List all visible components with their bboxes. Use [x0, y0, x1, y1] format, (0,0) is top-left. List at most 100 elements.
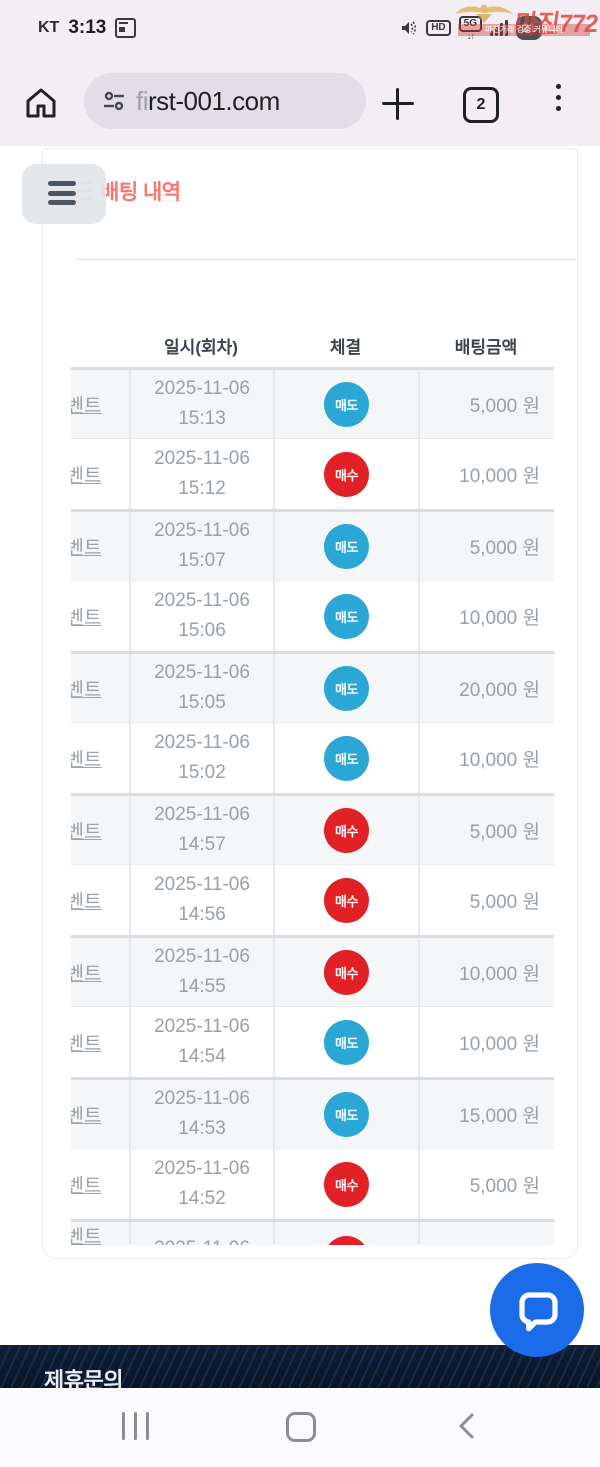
status-bar: KT 3:13 HD 5G ↓↑ 21	[0, 0, 600, 56]
datetime-cell: 2025-11-06 14:57	[154, 804, 250, 855]
new-tab-button[interactable]	[380, 86, 416, 122]
status-right: HD 5G ↓↑ 21	[400, 0, 542, 56]
side-badge: 매도	[324, 735, 369, 781]
url-text[interactable]: first-001.com	[136, 85, 280, 116]
carrier-label: KT	[38, 19, 60, 36]
side-badge: 매수	[324, 877, 369, 923]
datetime-cell: 2025-11-06 15:06	[154, 590, 250, 641]
datetime-cell: 2025-11-06 14:53	[154, 1088, 250, 1139]
side-badge: 매도	[324, 593, 369, 639]
home-icon[interactable]	[24, 87, 58, 119]
header-fill: 체결	[329, 337, 362, 357]
mute-icon	[402, 21, 417, 35]
browser-menu-button[interactable]	[556, 84, 561, 117]
5g-icon: 5G ↓↑	[458, 15, 482, 41]
event-label: 이벤트	[71, 821, 102, 843]
side-badge: 매수	[324, 451, 369, 497]
home-nav-button[interactable]	[286, 1412, 316, 1442]
hamburger-menu-button[interactable]	[22, 164, 106, 224]
event-label: 이벤트	[71, 395, 102, 417]
amount-cell: 10,000 원	[459, 607, 540, 629]
address-bar[interactable]: first-001.com	[84, 73, 366, 129]
amount-cell: 5,000 원	[469, 1175, 540, 1197]
signal-icon	[490, 20, 508, 36]
header-datetime: 일시(회차)	[164, 337, 238, 357]
side-badge: 매수	[324, 949, 369, 995]
chat-fab-button[interactable]	[490, 1263, 584, 1357]
side-badge: 매도	[324, 665, 369, 711]
divider	[76, 259, 576, 260]
event-label: 이벤트	[71, 465, 102, 487]
datetime-cell: 2025-11-06 14:56	[154, 874, 250, 925]
page-title: 배팅 내역	[100, 181, 181, 204]
calendar-icon	[115, 18, 137, 38]
event-label: 이벤트	[71, 963, 102, 985]
amount-cell: 10,000 원	[459, 1033, 540, 1055]
event-label: 이벤트	[71, 679, 102, 701]
status-left: KT 3:13	[38, 0, 137, 56]
datetime-cell: 2025-11-06 14:55	[154, 946, 250, 997]
amount-cell: 10,000 원	[459, 465, 540, 487]
side-badge: 매수	[324, 1161, 369, 1207]
side-badge: 매도	[324, 1019, 369, 1065]
datetime-cell: 2025-11-06 15:07	[154, 520, 250, 571]
datetime-cell: 2025-11-06 14:54	[154, 1016, 250, 1067]
back-button[interactable]	[456, 1412, 476, 1440]
datetime-cell: 2025-11-06 14:52	[154, 1158, 250, 1209]
amount-cell: 20,000 원	[459, 679, 540, 701]
side-badge: 매도	[324, 1091, 369, 1137]
android-nav-bar	[0, 1388, 600, 1467]
side-badge: 매도	[324, 523, 369, 569]
datetime-cell: 2025-11-06 15:13	[154, 378, 250, 429]
amount-cell: 5,000 원	[469, 395, 540, 417]
amount-cell: 10,000 원	[459, 963, 540, 985]
side-badge: 매수	[324, 1236, 369, 1245]
event-label: 이벤트	[71, 607, 102, 629]
header-amount: 배팅금액	[454, 337, 518, 357]
partnership-link[interactable]: 제휴문의	[44, 1368, 123, 1388]
side-badge: 매도	[324, 381, 369, 427]
datetime-cell: 2025-11-06	[154, 1234, 250, 1245]
table-row[interactable]: 이벤트 2025-11-06 매수	[71, 1219, 554, 1245]
footer-banner: 제휴문의	[0, 1345, 600, 1388]
event-label: 이벤트	[71, 1105, 102, 1127]
amount-cell: 5,000 원	[469, 537, 540, 559]
chat-bubble-icon	[519, 1292, 558, 1332]
clock: 3:13	[68, 17, 107, 38]
amount-cell: 5,000 원	[469, 821, 540, 843]
browser-toolbar: first-001.com 2	[0, 56, 600, 146]
event-label: 이벤트	[71, 891, 102, 913]
hamburger-icon	[48, 181, 76, 186]
amount-cell: 15,000 원	[459, 1105, 540, 1127]
side-badge: 매수	[324, 807, 369, 853]
amount-cell: 5,000 원	[469, 891, 540, 913]
datetime-cell: 2025-11-06 15:12	[154, 448, 250, 499]
datetime-cell: 2025-11-06 15:05	[154, 662, 250, 713]
table-header: 일시(회차) 체결 배팅금액	[71, 323, 554, 367]
amount-cell: 10,000 원	[459, 749, 540, 771]
event-label: 이벤트	[71, 1033, 102, 1055]
event-label: 이벤트	[71, 749, 102, 771]
battery-indicator: 21	[516, 16, 542, 40]
datetime-cell: 2025-11-06 15:02	[154, 732, 250, 783]
recents-button[interactable]	[122, 1412, 149, 1440]
event-label: 이벤트	[71, 1175, 102, 1197]
tune-icon	[104, 91, 124, 111]
tab-switcher[interactable]: 2	[463, 87, 499, 123]
